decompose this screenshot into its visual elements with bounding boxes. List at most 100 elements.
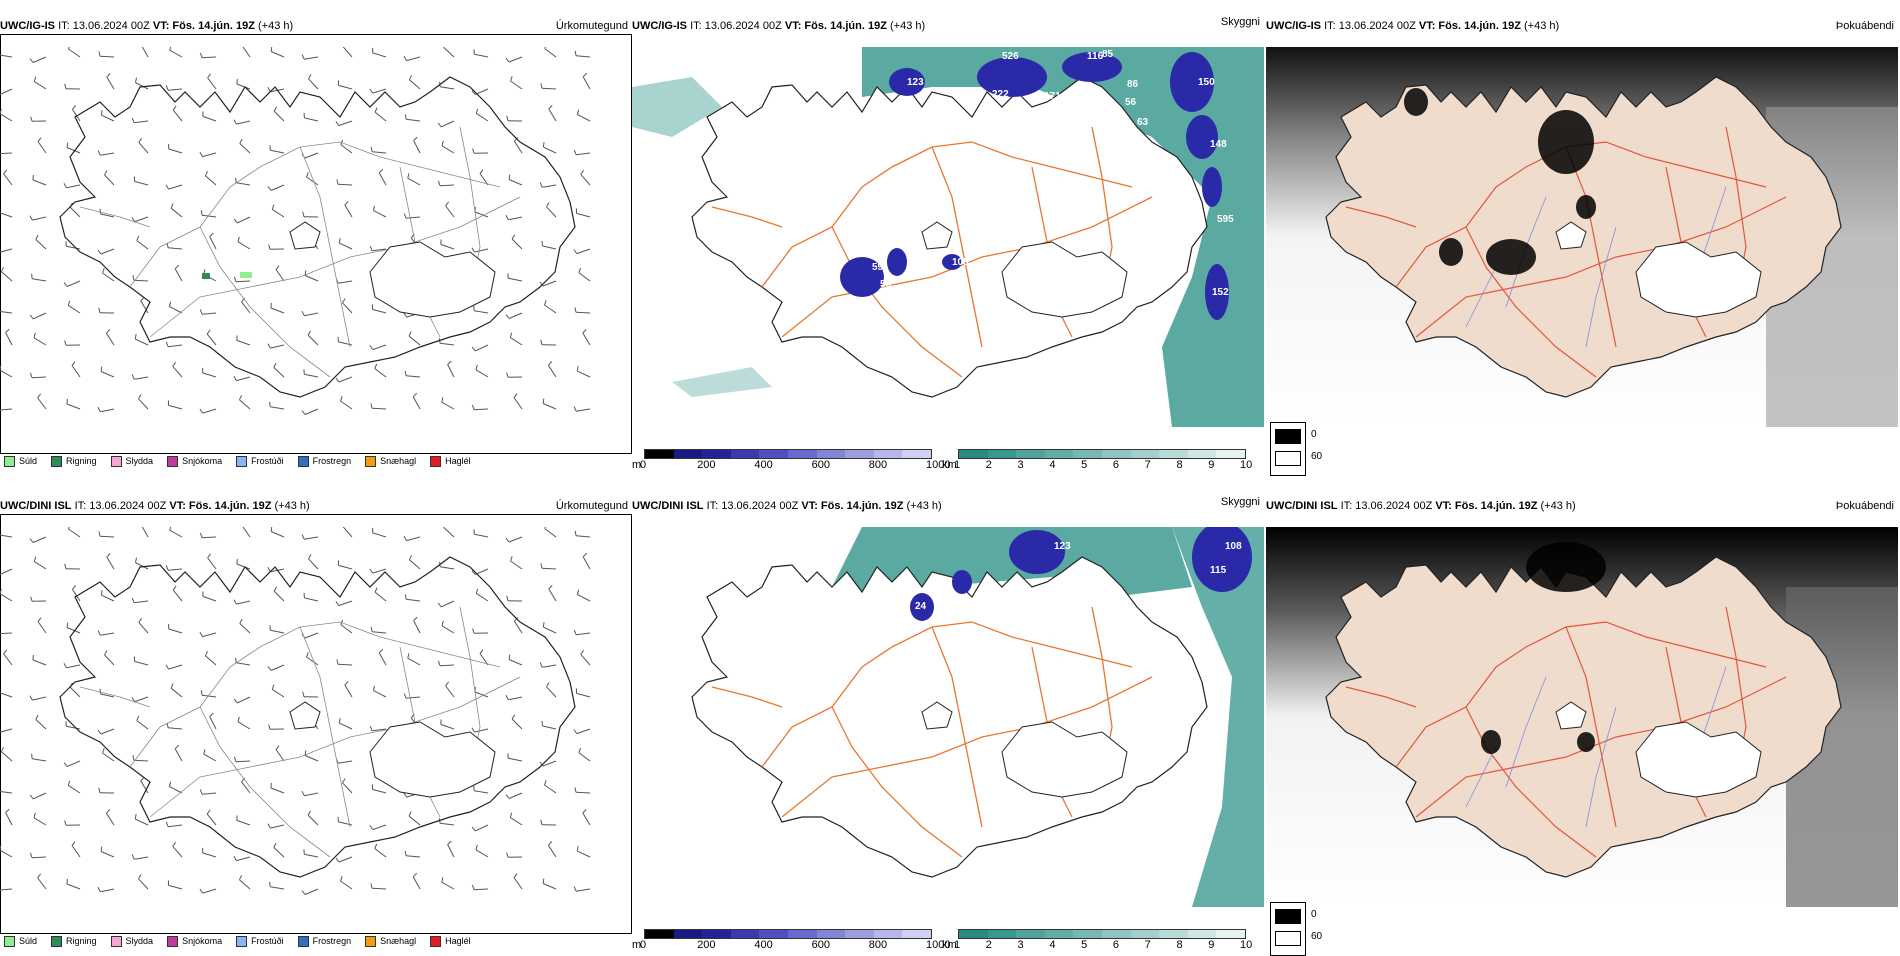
wind-barb [338,761,352,763]
wind-barb [304,313,318,316]
wind-barb [305,409,318,415]
wind-barb [476,113,488,121]
colorbar-swatch [874,930,903,938]
wind-barb-feather [34,77,36,82]
colorbar-tick: 1 [954,939,960,951]
wind-barb-feather [200,152,203,156]
wind-barb [33,537,46,543]
wind-barb [271,532,284,538]
wind-barb [543,404,556,410]
wind-barb [440,185,454,186]
wind-barb [137,721,148,729]
wind-barb [4,654,12,665]
wind-barb-feather [166,342,168,347]
wind-barb [413,877,420,889]
precip-legend-label: Frostregn [313,456,352,466]
fog-label-0: 0 [1311,429,1317,440]
wind-barb [448,845,454,858]
wind-barb-feather [414,137,418,140]
wind-barb-feather [72,106,75,110]
wind-barb-feather [472,827,475,831]
wind-barb-feather [166,86,168,91]
precip-legend-item: Snjókoma [167,456,222,467]
wind-barb-feather [574,249,577,253]
colorbar-tick: 8 [1176,459,1182,471]
wind-barb [343,527,352,537]
wind-barb-feather [472,248,474,252]
wind-barb [175,269,182,281]
wind-barb [339,377,352,382]
wind-barb [578,595,591,601]
cloud-base-label: 222 [992,89,1009,100]
precip-swatch [51,936,62,947]
colorbar-swatch [1159,450,1188,458]
wind-barb [474,409,488,410]
wind-barb-feather [549,105,552,109]
wind-barb [135,661,149,665]
wind-barb [543,147,556,153]
wind-barb [442,882,454,889]
wind-barb [408,658,420,665]
wind-barb-feather [268,667,271,671]
wind-barb [304,598,318,601]
wind-barb-feather [541,83,542,88]
wind-barb-feather [268,567,270,572]
wind-barb [373,53,386,57]
wind-barb-feather [4,650,7,654]
wind-barb [375,369,386,377]
wind-barb [67,404,80,409]
wind-barb [242,782,250,793]
wind-barb [107,557,114,569]
wind-barb-feather [409,555,411,560]
wind-barb [442,402,454,409]
wind-barb [236,663,250,665]
visibility-panel-ig: UWC/IG-IS IT: 13.06.2024 00Z VT: Fös. 14… [632,12,1264,476]
vis-bar-swatches [958,929,1246,939]
wind-barb [207,814,216,825]
precip-legend-label: Snæhagl [380,456,416,466]
wind-barb-feather [413,393,417,397]
panel-title: UWC/IG-IS IT: 13.06.2024 00Z VT: Fös. 14… [0,20,293,32]
wind-barb-feather [234,120,236,124]
wind-barb-feather [336,121,339,125]
colorbar-swatch [674,450,703,458]
colorbar-swatch [988,450,1017,458]
wind-barb [203,373,216,377]
wind-barb [440,87,454,89]
wind-barb [270,150,284,153]
wind-barb [34,818,46,825]
wind-barb [240,624,250,634]
wind-barb-feather [272,205,274,210]
panel-title: UWC/IG-IS IT: 13.06.2024 00Z VT: Fös. 14… [632,20,925,32]
cloud-base-label: 123 [1054,541,1071,552]
colorbar-swatch [731,930,760,938]
cloud-base-label: 150 [1198,77,1215,88]
wind-barb [373,533,386,537]
wind-barb [236,121,250,124]
wind-barb [414,621,420,634]
wind-barb [139,399,149,409]
wind-barb-feather [404,56,407,60]
wind-barb-feather [268,187,271,191]
wind-barb-feather [30,373,32,378]
wind-barb [375,849,386,857]
wind-barb [67,884,80,889]
wind-barb-feather [105,651,108,655]
wind-barb [0,569,12,575]
wind-barb [66,246,80,249]
wind-barb-feather [581,170,584,174]
wind-barb [171,688,182,697]
wind-barb [100,694,114,697]
wind-barb-feather [34,813,35,818]
wind-barb-feather [234,219,237,223]
precip-legend-label: Haglél [445,456,471,466]
wind-barb [208,558,216,569]
wind-barb-feather [543,399,544,404]
wind-barb-feather [135,814,136,819]
wind-barb-feather [240,619,242,624]
wind-barb [101,729,114,734]
wind-barb-feather [238,717,239,722]
wind-barb [0,212,12,217]
wind-barb [135,697,148,702]
